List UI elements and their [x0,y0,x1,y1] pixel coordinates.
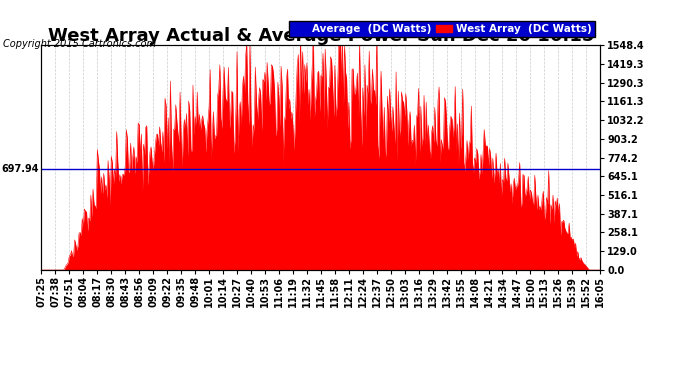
Title: West Array Actual & Average Power Sun Dec 20 16:15: West Array Actual & Average Power Sun De… [48,27,594,45]
Text: Copyright 2015 Cartronics.com: Copyright 2015 Cartronics.com [3,39,157,50]
Text: 697.94: 697.94 [1,164,39,174]
Legend: Average  (DC Watts), West Array  (DC Watts): Average (DC Watts), West Array (DC Watts… [289,21,595,37]
